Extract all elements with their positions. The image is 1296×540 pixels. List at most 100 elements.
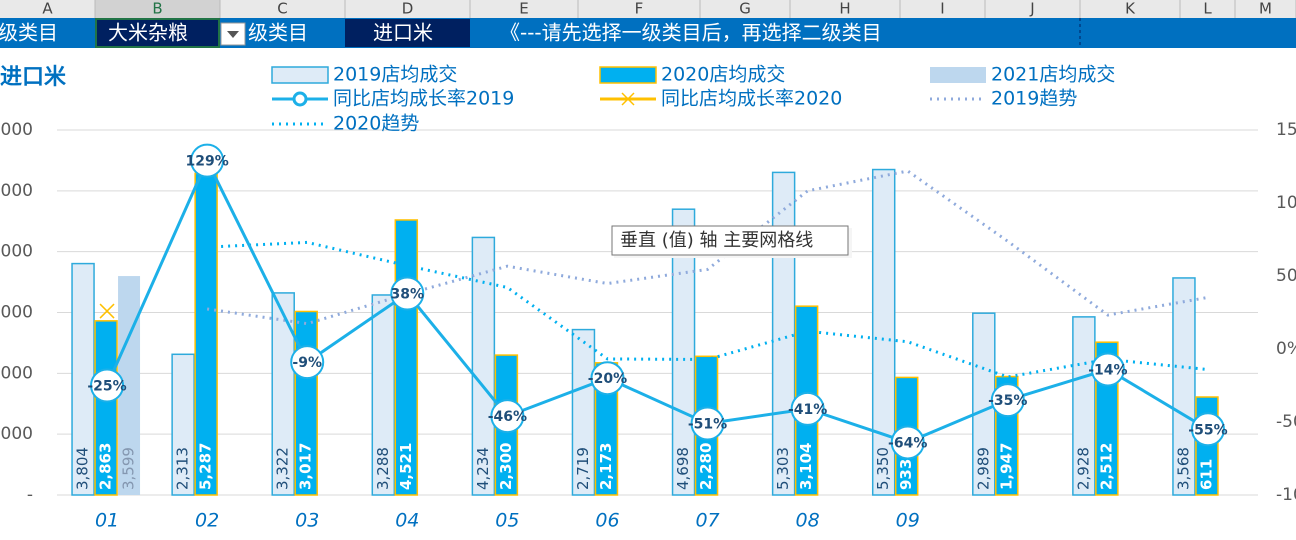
data-label: -55% — [1188, 422, 1227, 438]
bar-value-label: 3,804 — [74, 447, 92, 490]
x-tick-label: 05 — [495, 510, 519, 532]
y2-tick-label: 100% — [1276, 193, 1296, 213]
bar-value-label: 5,303 — [774, 447, 792, 490]
column-header: E — [519, 0, 528, 18]
data-label: -46% — [488, 409, 527, 425]
data-label-marker — [690, 406, 725, 441]
legend-label: 2019店均成交 — [333, 64, 457, 86]
column-header: A — [42, 0, 53, 18]
legend-label: 2020趋势 — [333, 113, 419, 135]
data-label-marker — [490, 399, 525, 434]
y2-tick-label: 150% — [1276, 120, 1296, 140]
data-label-marker — [190, 143, 225, 178]
chart-title: 进口米 — [0, 65, 67, 90]
y-tick-label: 1,000 — [0, 424, 33, 444]
bar — [771, 171, 796, 496]
column-header: D — [402, 0, 414, 18]
legend-label: 同比店均成长率2020 — [661, 88, 842, 110]
cell[interactable]: 大米杂粮 — [108, 21, 188, 45]
legend-marker — [292, 91, 308, 107]
cell[interactable]: 级类目 — [0, 21, 58, 45]
legend-label: 2020店均成交 — [661, 64, 785, 86]
bar — [271, 292, 295, 496]
bar-value-label: 2,863 — [97, 443, 115, 490]
data-label-marker — [790, 391, 825, 426]
legend-swatch — [271, 66, 329, 84]
trend-line — [206, 169, 1209, 326]
column-header-bar — [0, 0, 1296, 18]
bar-value-label: 611 — [1197, 459, 1215, 490]
bar-value-label: 3,599 — [120, 447, 138, 490]
y2-tick-label: -100% — [1276, 485, 1296, 505]
bar-value-label: 2,989 — [974, 447, 992, 490]
tooltip: 垂直 (值) 轴 主要网格线 — [611, 225, 852, 258]
bar-value-label: 1,947 — [997, 443, 1015, 490]
x-tick-label: 09 — [896, 510, 920, 532]
column-header: F — [635, 0, 644, 18]
column-header: B — [152, 0, 162, 18]
data-label: 38% — [391, 287, 425, 303]
bar — [671, 208, 696, 496]
y-tick-label: 5,000 — [0, 181, 33, 201]
legend-swatch — [930, 67, 986, 83]
column-header: I — [940, 0, 944, 18]
bar-value-label: 2,512 — [1097, 443, 1115, 490]
column-header: K — [1125, 0, 1136, 18]
bar-value-label: 2,313 — [174, 447, 192, 490]
data-label: -41% — [788, 402, 827, 418]
bar-value-label: 3,322 — [274, 447, 292, 490]
y-tick-label: 6,000 — [0, 120, 33, 140]
y-tick-label: 2,000 — [0, 363, 33, 383]
bar — [94, 320, 118, 496]
marker — [99, 303, 115, 319]
x-tick-label: 07 — [695, 510, 719, 532]
data-label-marker — [890, 425, 925, 460]
column-header: L — [1203, 0, 1212, 18]
bar-value-label: 4,698 — [674, 447, 692, 490]
y-tick-label: - — [27, 485, 33, 505]
bar-value-label: 2,173 — [597, 443, 615, 490]
dropdown-arrow — [227, 31, 239, 38]
legend-label: 2019趋势 — [991, 88, 1077, 110]
y-tick-label: 4,000 — [0, 242, 33, 262]
y-tick-label: 3,000 — [0, 303, 33, 323]
y2-tick-label: 50% — [1276, 266, 1296, 286]
bar-value-label: 2,928 — [1074, 447, 1092, 490]
bar — [571, 328, 596, 496]
bar — [1172, 277, 1196, 496]
data-label: -51% — [688, 416, 727, 432]
column-header: M — [1259, 0, 1272, 18]
x-tick-label: 06 — [595, 510, 619, 532]
x-tick-label: 04 — [395, 510, 419, 532]
data-label-marker — [1090, 352, 1125, 387]
data-label: -20% — [588, 371, 627, 387]
data-label-marker — [990, 383, 1025, 418]
cell[interactable]: 级类目 — [248, 21, 308, 45]
data-label-marker — [590, 361, 625, 396]
selected-cell[interactable] — [95, 18, 220, 48]
x-tick-label: 01 — [95, 510, 119, 532]
data-label-marker — [90, 368, 125, 403]
data-label: -64% — [888, 435, 927, 451]
bar — [118, 276, 141, 495]
data-label: -9% — [292, 355, 322, 371]
x-tick-label: 02 — [195, 510, 219, 532]
cell[interactable]: 《---请先选择一级类目后，再选择二级类目 — [500, 21, 882, 45]
bar-value-label: 2,280 — [697, 443, 715, 490]
data-label: -25% — [87, 379, 126, 395]
bar — [871, 168, 896, 496]
cell[interactable]: 进口米 — [373, 21, 433, 45]
legend-label: 同比店均成长率2019 — [333, 88, 514, 110]
bar — [371, 294, 396, 496]
bar-value-label: 4,521 — [397, 443, 415, 490]
column-header: J — [1029, 0, 1034, 18]
bar-value-label: 2,300 — [497, 443, 515, 490]
legend-marker — [621, 92, 635, 106]
cell-bg — [345, 19, 470, 47]
y2-tick-label: 0% — [1276, 339, 1296, 359]
column-header: C — [277, 0, 287, 18]
bar-value-label: 2,719 — [574, 447, 592, 490]
data-label: 129% — [185, 154, 228, 170]
